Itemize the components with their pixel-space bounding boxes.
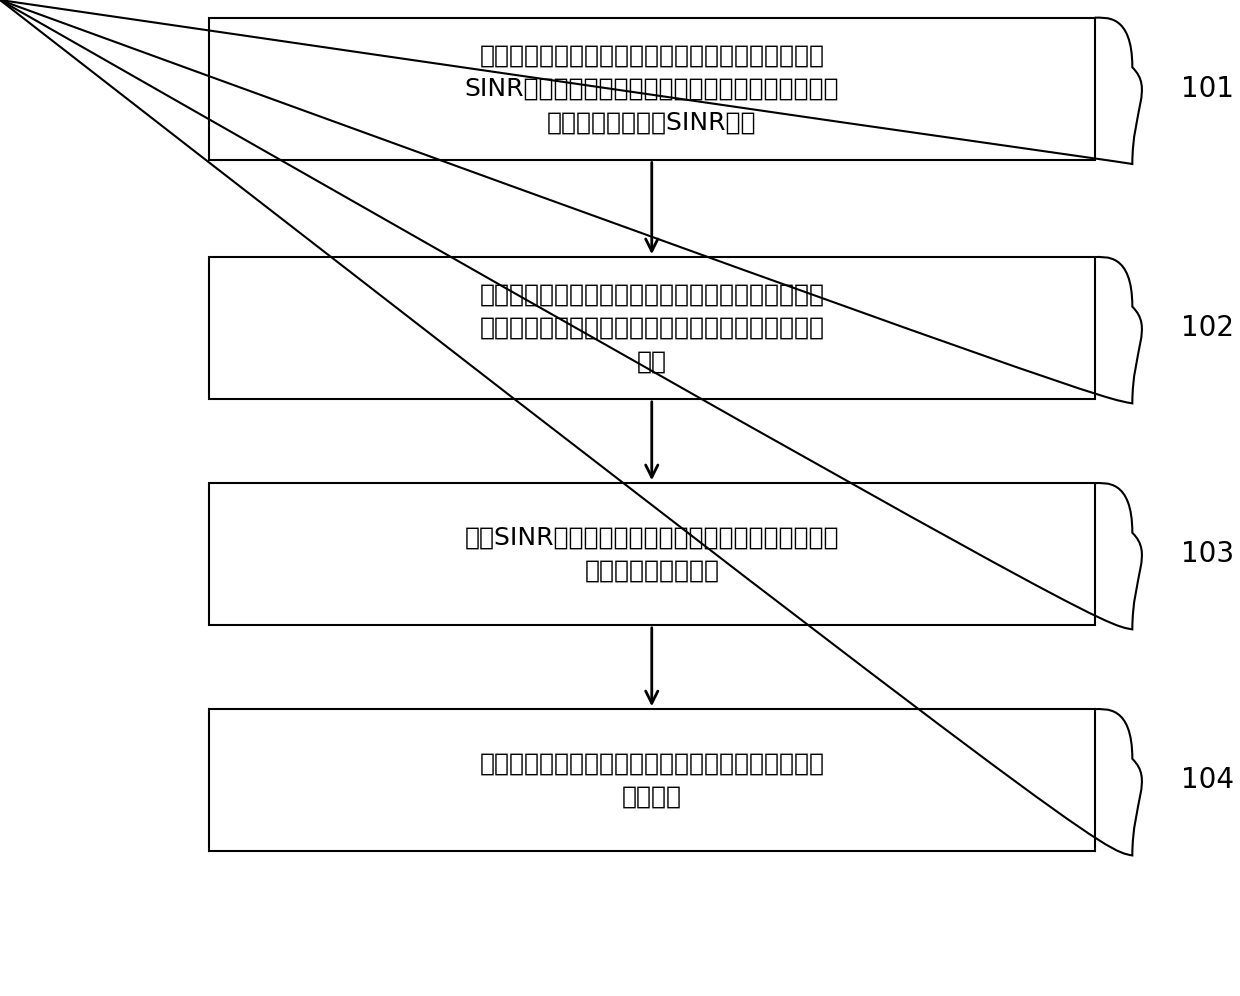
Text: 102: 102 (1180, 314, 1234, 342)
Text: 结合SINR模型与干扰分布模型，推导得到多层异构蜂
窝网络覆盖概率模型: 结合SINR模型与干扰分布模型，推导得到多层异构蜂 窝网络覆盖概率模型 (465, 525, 839, 583)
Text: 基于随机几何理论，根据假设的系统模型，采用瞬时
SINR的小区选择机制作为用户的小区选择机制，基于
泊松簇过程推导出SINR模型: 基于随机几何理论，根据假设的系统模型，采用瞬时 SINR的小区选择机制作为用户的… (465, 43, 839, 134)
Text: 104: 104 (1180, 766, 1234, 794)
Text: 101: 101 (1180, 75, 1234, 103)
FancyBboxPatch shape (210, 709, 1095, 851)
FancyBboxPatch shape (210, 257, 1095, 398)
Text: 利用泊松簇过程的特性以及其概率生成函数对多层异
构蜂窝网络的干扰模型进行分析推导，得到干扰分布
模型: 利用泊松簇过程的特性以及其概率生成函数对多层异 构蜂窝网络的干扰模型进行分析推导… (480, 283, 825, 374)
FancyBboxPatch shape (210, 483, 1095, 624)
FancyBboxPatch shape (210, 18, 1095, 159)
Text: 通过仿真对比分析泊松簇过程与泊松点过程的覆盖概
率的差异: 通过仿真对比分析泊松簇过程与泊松点过程的覆盖概 率的差异 (480, 751, 825, 809)
Text: 103: 103 (1180, 540, 1234, 568)
